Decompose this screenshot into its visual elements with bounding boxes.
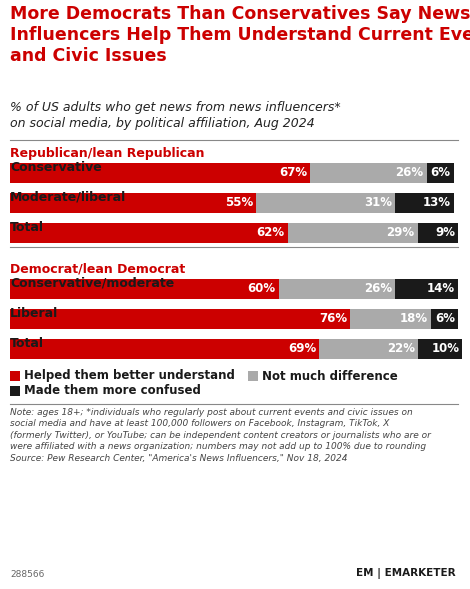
Text: % of US adults who get news from news influencers*
on social media, by political: % of US adults who get news from news in… bbox=[10, 101, 341, 130]
Text: EM | EMARKETER: EM | EMARKETER bbox=[356, 568, 456, 579]
Text: Democrat/lean Democrat: Democrat/lean Democrat bbox=[10, 263, 185, 276]
Bar bbox=[248, 371, 258, 381]
Bar bbox=[418, 223, 458, 243]
Text: 69%: 69% bbox=[288, 342, 316, 356]
Bar bbox=[10, 193, 257, 213]
Bar bbox=[427, 163, 454, 183]
Bar bbox=[10, 339, 319, 359]
Bar bbox=[395, 193, 454, 213]
Text: Total: Total bbox=[10, 221, 44, 234]
Bar bbox=[10, 163, 310, 183]
Bar bbox=[310, 163, 427, 183]
Text: 76%: 76% bbox=[319, 313, 347, 326]
Text: 29%: 29% bbox=[386, 227, 415, 240]
Text: Conservative: Conservative bbox=[10, 161, 102, 174]
Bar bbox=[257, 193, 395, 213]
Bar bbox=[10, 279, 279, 299]
Text: 26%: 26% bbox=[364, 283, 392, 296]
Bar bbox=[10, 223, 288, 243]
Text: 26%: 26% bbox=[396, 167, 423, 180]
Text: 18%: 18% bbox=[400, 313, 428, 326]
Bar bbox=[351, 309, 431, 329]
Text: More Democrats Than Conservatives Say News
Influencers Help Them Understand Curr: More Democrats Than Conservatives Say Ne… bbox=[10, 5, 470, 65]
Bar bbox=[319, 339, 418, 359]
Text: Conservative/moderate: Conservative/moderate bbox=[10, 277, 174, 290]
Text: 10%: 10% bbox=[431, 342, 460, 356]
Text: Total: Total bbox=[10, 337, 44, 350]
Text: Note: ages 18+; *individuals who regularly post about current events and civic i: Note: ages 18+; *individuals who regular… bbox=[10, 408, 431, 463]
Bar bbox=[418, 339, 462, 359]
Text: Liberal: Liberal bbox=[10, 307, 58, 320]
Text: 22%: 22% bbox=[387, 342, 415, 356]
Text: 13%: 13% bbox=[423, 197, 451, 210]
Text: 6%: 6% bbox=[435, 313, 455, 326]
Text: Not much difference: Not much difference bbox=[262, 369, 398, 382]
Text: 288566: 288566 bbox=[10, 570, 44, 579]
Text: 14%: 14% bbox=[427, 283, 455, 296]
Text: 9%: 9% bbox=[435, 227, 455, 240]
Text: 60%: 60% bbox=[248, 283, 276, 296]
Text: 31%: 31% bbox=[364, 197, 392, 210]
Bar bbox=[10, 371, 20, 381]
Text: 67%: 67% bbox=[279, 167, 307, 180]
Text: 62%: 62% bbox=[257, 227, 285, 240]
Text: 55%: 55% bbox=[225, 197, 253, 210]
Bar bbox=[10, 386, 20, 396]
Bar bbox=[431, 309, 458, 329]
Text: 6%: 6% bbox=[431, 167, 451, 180]
Text: Helped them better understand: Helped them better understand bbox=[24, 369, 235, 382]
Bar bbox=[10, 309, 351, 329]
Bar bbox=[279, 279, 395, 299]
Text: Made them more confused: Made them more confused bbox=[24, 385, 201, 398]
Bar bbox=[288, 223, 418, 243]
Text: Republican/lean Republican: Republican/lean Republican bbox=[10, 147, 204, 160]
Bar bbox=[395, 279, 458, 299]
Text: Moderate/liberal: Moderate/liberal bbox=[10, 191, 126, 204]
